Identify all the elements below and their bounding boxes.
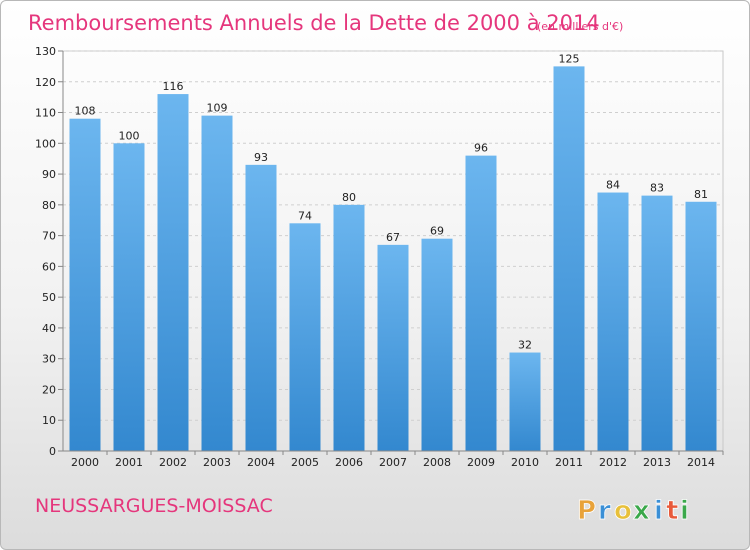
value-label-2002: 116: [163, 80, 184, 93]
bar-2009: [465, 155, 497, 451]
y-tick-label-8: 80: [42, 199, 56, 212]
chart-title: Remboursements Annuels de la Dette de 20…: [28, 11, 600, 35]
value-label-2011: 125: [559, 52, 580, 65]
bar-2012: [597, 192, 629, 452]
value-label-2001: 100: [119, 129, 140, 142]
bar-2014: [685, 201, 717, 451]
x-tick-label-2011: 2011: [555, 456, 583, 469]
x-axis: 2000 2001 2002 2003 2004 2005 2006 2007 2008 2009…: [63, 450, 724, 469]
value-label-2008: 69: [430, 225, 444, 238]
value-label-2012: 84: [606, 179, 620, 192]
y-tick-label-5: 50: [42, 291, 56, 304]
bar-2004: [245, 164, 277, 451]
x-tick-label-2000: 2000: [71, 456, 99, 469]
y-tick-label-7: 70: [42, 230, 56, 243]
y-tick-label-1: 10: [42, 414, 56, 427]
x-tick-label-2002: 2002: [159, 456, 187, 469]
x-tick-label-2008: 2008: [423, 456, 451, 469]
x-tick-label-2012: 2012: [599, 456, 627, 469]
x-tick-label-2010: 2010: [511, 456, 539, 469]
logo-letter-3: x: [633, 496, 650, 526]
logo-letter-2: o: [614, 496, 632, 526]
bar-layer: 108 100 116 109 93 74 80 67 69 96 32 125 84 83 81: [69, 52, 717, 452]
y-tick-label-9: 90: [42, 168, 56, 181]
y-tick-label-11: 110: [35, 107, 56, 120]
y-axis: 0 10 20 30 40 50 60 70 80 90 100 110 120 130: [35, 45, 56, 458]
bar-2010: [509, 352, 541, 451]
value-label-2000: 108: [75, 105, 96, 118]
y-tick-label-3: 30: [42, 353, 56, 366]
value-label-2004: 93: [254, 151, 268, 164]
bar-2011: [553, 66, 585, 451]
y-tick-label-6: 60: [42, 260, 56, 273]
y-tick-label-2: 20: [42, 383, 56, 396]
x-tick-label-2005: 2005: [291, 456, 319, 469]
value-label-2005: 74: [298, 209, 312, 222]
x-tick-label-2001: 2001: [115, 456, 143, 469]
commune-name: NEUSSARGUES-MOISSAC: [35, 495, 273, 517]
x-tick-label-2006: 2006: [335, 456, 363, 469]
bar-2007: [377, 244, 409, 451]
bar-2006: [333, 204, 365, 451]
value-label-2010: 32: [518, 339, 532, 352]
logo-letter-0: P: [577, 496, 596, 526]
y-tick-label-0: 0: [49, 445, 56, 458]
value-label-2006: 80: [342, 191, 356, 204]
logo-letter-4: i: [654, 496, 663, 526]
x-tick-label-2003: 2003: [203, 456, 231, 469]
x-tick-label-2013: 2013: [643, 456, 671, 469]
x-tick-label-2007: 2007: [379, 456, 407, 469]
value-label-2003: 109: [207, 102, 228, 115]
bar-2002: [157, 94, 189, 452]
bar-2003: [201, 115, 233, 451]
bar-2001: [113, 143, 145, 452]
x-tick-label-2009: 2009: [467, 456, 495, 469]
y-tick-label-4: 40: [42, 322, 56, 335]
x-tick-label-2004: 2004: [247, 456, 275, 469]
y-tick-label-12: 120: [35, 76, 56, 89]
bar-2008: [421, 238, 453, 451]
x-tick-label-2014: 2014: [687, 456, 715, 469]
logo-letter-5: t: [666, 496, 678, 526]
logo-letter-6: i: [680, 496, 689, 526]
bar-2013: [641, 195, 673, 451]
value-label-2009: 96: [474, 142, 488, 155]
logo-letter-1: r: [598, 496, 611, 526]
chart-subtitle: (en milliers d'€): [537, 20, 623, 33]
value-label-2013: 83: [650, 182, 664, 195]
y-tick-label-10: 100: [35, 137, 56, 150]
bar-2000: [69, 118, 101, 451]
value-label-2014: 81: [694, 188, 708, 201]
value-label-2007: 67: [386, 231, 400, 244]
y-tick-label-13: 130: [35, 45, 56, 58]
bar-2005: [289, 223, 321, 451]
